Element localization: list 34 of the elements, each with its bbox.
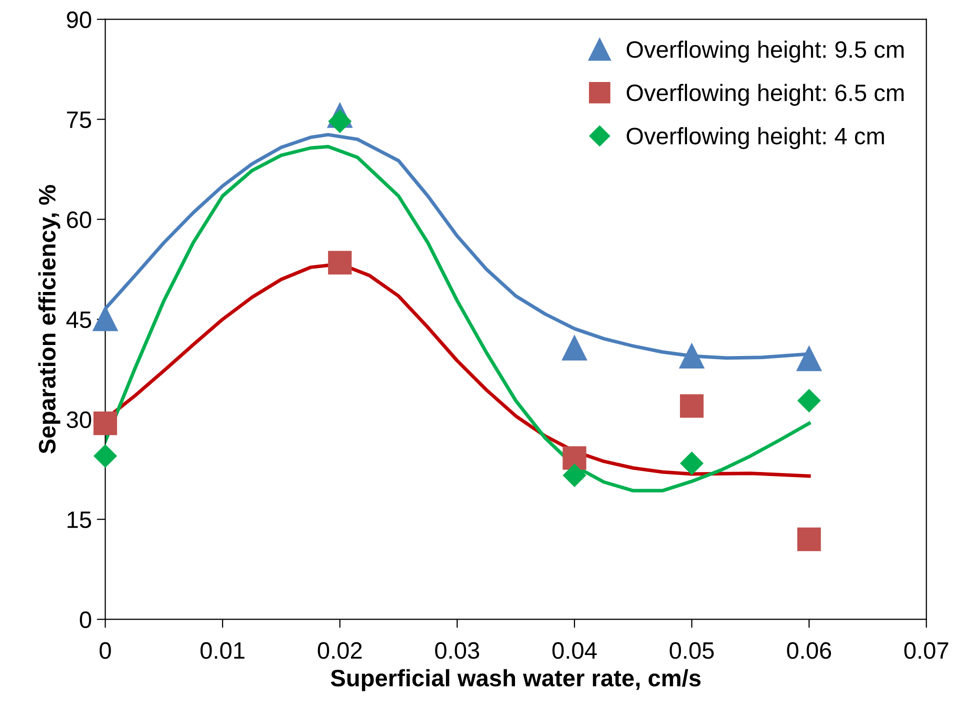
point [93,412,118,436]
x-tick-label: 0.04 [552,642,597,659]
y-tick-label: 75 [67,112,92,128]
y-tick-label: 30 [66,411,92,428]
point [562,464,586,487]
legend-label: Overflowing height: 9.5 cm [626,40,904,63]
point [328,250,352,274]
y-tick-label: 90 [66,11,92,28]
y-tick-label: 0 [80,611,92,628]
y-axis-title: Separation efficiency, % [38,185,60,454]
x-tick-label: 0.03 [435,642,480,659]
point [562,446,586,470]
x-tick-label: 0 [100,642,111,659]
point [562,336,587,361]
point [796,346,822,372]
y-tick-label: 60 [67,211,92,228]
x-tick-label: 0.01 [200,642,244,659]
point [797,528,821,552]
x-axis-title: Superficial wash water rate, cm/s [330,669,701,692]
point [94,444,117,468]
point [680,394,704,418]
y-tick-label: 15 [68,512,92,528]
x-tick-label: 0.07 [904,642,948,659]
legend-label: Overflowing height: 4 cm [626,127,884,150]
point [798,389,821,412]
point [680,452,704,475]
x-tick-label: 0.05 [670,642,714,659]
point [328,110,352,133]
y-tick-label: 45 [66,312,92,328]
legend-label: Overflowing height: 6.5 cm [626,84,904,106]
point [92,306,118,332]
x-tick-label: 0.06 [787,642,832,659]
x-tick-label: 0.02 [318,642,362,659]
point [679,344,704,369]
